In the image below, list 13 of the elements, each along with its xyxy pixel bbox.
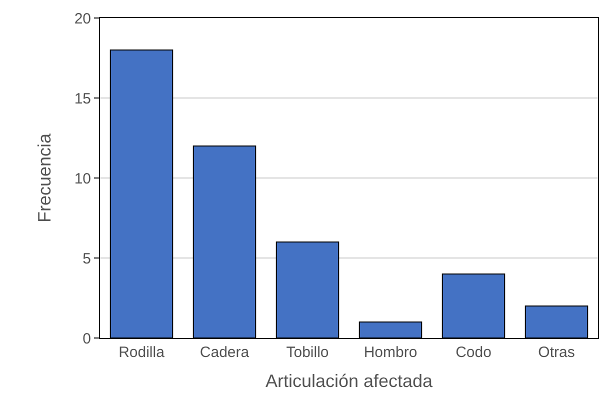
x-tick-label: Hombro <box>364 344 418 361</box>
y-axis-title: Frecuencia <box>34 132 55 223</box>
x-tick-label: Otras <box>538 344 575 361</box>
y-tick-label: 10 <box>74 170 91 188</box>
y-tick-label: 20 <box>74 10 91 28</box>
y-tick-label: 0 <box>82 330 91 348</box>
x-axis-title: Articulación afectada <box>265 371 434 392</box>
x-tick-label: Codo <box>456 344 492 361</box>
x-tick-label: Cadera <box>200 344 250 361</box>
y-tick-label: 15 <box>74 90 91 108</box>
x-tick-label: Rodilla <box>118 344 166 361</box>
x-tick-label: Tobillo <box>286 344 329 361</box>
y-tick-label: 5 <box>82 250 91 268</box>
